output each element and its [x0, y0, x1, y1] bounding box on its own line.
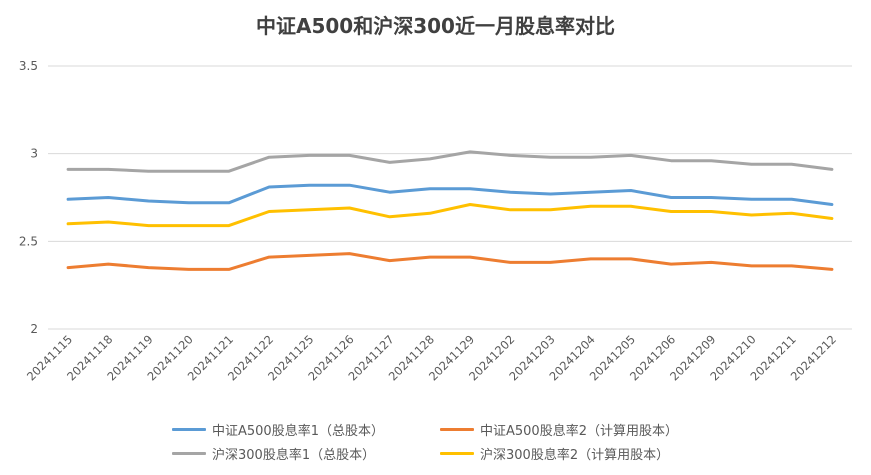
- legend-item-a500-total: 中证A500股息率1（总股本）: [172, 420, 384, 439]
- legend-swatch: [172, 428, 206, 431]
- legend-item-a500-calc: 中证A500股息率2（计算用股本）: [440, 420, 678, 439]
- series-line-2: [66, 252, 834, 271]
- legend-swatch: [172, 452, 206, 455]
- series-line-3: [66, 150, 834, 173]
- legend: 中证A500股息率1（总股本） 中证A500股息率2（计算用股本） 沪深300股…: [0, 414, 871, 468]
- legend-label: 沪深300股息率1（总股本）: [212, 448, 376, 463]
- y-axis-tick-labels: 2 2.5 3 3.5: [19, 59, 38, 336]
- legend-label: 中证A500股息率2（计算用股本）: [480, 424, 678, 439]
- legend-item-hs300-total: 沪深300股息率1（总股本）: [172, 444, 375, 463]
- legend-swatch: [440, 452, 474, 455]
- legend-item-hs300-calc: 沪深300股息率2（计算用股本）: [440, 444, 669, 463]
- y-tick-label: 3: [30, 147, 38, 161]
- legend-label: 沪深300股息率2（计算用股本）: [480, 448, 670, 463]
- series-line-1: [66, 183, 834, 206]
- series-line-4: [66, 203, 834, 228]
- legend-label: 中证A500股息率1（总股本）: [212, 424, 384, 439]
- legend-swatch: [440, 428, 474, 431]
- series-lines: [66, 150, 834, 271]
- y-tick-label: 2: [30, 322, 38, 336]
- y-tick-label: 2.5: [19, 234, 38, 248]
- chart-title: 中证A500和沪深300近一月股息率对比: [256, 14, 615, 38]
- x-axis-tick-labels: 2024111520241118202411192024112020241121…: [24, 332, 839, 383]
- y-tick-label: 3.5: [19, 59, 38, 73]
- gridlines: [48, 65, 852, 330]
